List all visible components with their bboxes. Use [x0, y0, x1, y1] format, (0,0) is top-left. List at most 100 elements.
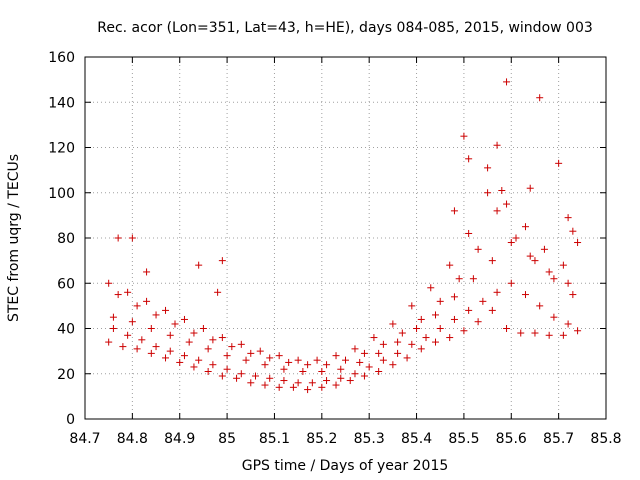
data-point	[147, 349, 155, 357]
data-point	[450, 293, 458, 301]
data-point	[474, 245, 482, 253]
data-point	[574, 327, 582, 335]
data-point	[569, 227, 577, 235]
data-point	[431, 338, 439, 346]
data-point	[460, 327, 468, 335]
data-point	[162, 354, 170, 362]
data-point	[360, 349, 368, 357]
data-point	[218, 372, 226, 380]
data-point	[465, 155, 473, 163]
x-tick-label: 84.8	[117, 431, 148, 447]
data-point	[308, 379, 316, 387]
data-point	[521, 223, 529, 231]
y-tick-label: 60	[57, 276, 75, 292]
points-layer	[105, 78, 582, 394]
data-point	[180, 352, 188, 360]
data-point	[209, 336, 217, 344]
data-point	[152, 311, 160, 319]
data-point	[180, 315, 188, 323]
y-tick-label: 40	[57, 322, 75, 338]
data-point	[280, 377, 288, 385]
data-point	[507, 279, 515, 287]
data-point	[417, 345, 425, 353]
data-point	[526, 184, 534, 192]
data-point	[379, 340, 387, 348]
y-tick-labels: 0 20 40 60 80 100 120 140 160	[48, 50, 75, 428]
data-point	[403, 354, 411, 362]
data-point	[512, 234, 520, 242]
data-point	[474, 318, 482, 326]
data-point	[408, 302, 416, 310]
data-point	[204, 345, 212, 353]
data-point	[133, 302, 141, 310]
data-point	[323, 361, 331, 369]
data-point	[289, 383, 297, 391]
data-point	[431, 311, 439, 319]
data-point	[109, 313, 117, 321]
data-point	[304, 386, 312, 394]
x-tick-label: 84.9	[164, 431, 195, 447]
data-point	[195, 261, 203, 269]
plot-frame	[84, 56, 607, 420]
x-tick-label: 84.7	[69, 431, 100, 447]
data-point	[450, 315, 458, 323]
data-point	[280, 365, 288, 373]
data-point	[564, 279, 572, 287]
data-point	[299, 367, 307, 375]
x-tick-label: 85.3	[354, 431, 385, 447]
y-tick-label: 140	[48, 95, 75, 111]
y-tick-label: 100	[48, 186, 75, 202]
x-tick-label: 85	[218, 431, 236, 447]
data-point	[313, 356, 321, 364]
y-tick-label: 20	[57, 367, 75, 383]
data-point	[550, 313, 558, 321]
data-point	[389, 320, 397, 328]
data-point	[337, 365, 345, 373]
data-point	[128, 234, 136, 242]
y-tick-label: 0	[66, 412, 75, 428]
data-point	[342, 356, 349, 364]
data-point	[427, 284, 435, 292]
x-tick-label: 85.8	[590, 431, 621, 447]
data-point	[503, 200, 511, 208]
data-point	[555, 159, 563, 167]
data-point	[190, 329, 198, 337]
data-point	[365, 363, 373, 371]
data-point	[564, 214, 572, 222]
data-point	[559, 261, 567, 269]
data-point	[351, 370, 359, 378]
data-point	[204, 367, 212, 375]
data-point	[465, 229, 473, 237]
data-point	[124, 288, 132, 296]
data-point	[564, 320, 572, 328]
data-point	[356, 358, 364, 366]
data-point	[531, 329, 539, 337]
data-point	[346, 377, 354, 385]
data-point	[223, 365, 231, 373]
grid-layer	[85, 57, 606, 419]
data-point	[493, 288, 501, 296]
data-point	[436, 297, 444, 305]
data-point	[574, 239, 582, 247]
data-point	[128, 318, 136, 326]
data-point	[503, 78, 511, 86]
data-point	[105, 279, 113, 287]
data-point	[143, 268, 151, 276]
data-point	[119, 343, 127, 351]
data-point	[318, 367, 326, 375]
data-point	[375, 349, 383, 357]
data-point	[507, 239, 515, 247]
data-point	[337, 374, 345, 382]
data-point	[446, 334, 454, 342]
data-point	[550, 275, 558, 283]
data-point	[375, 367, 383, 375]
data-point	[394, 349, 402, 357]
data-point	[266, 374, 274, 382]
y-axis-label: STEC from uqrg / TECUs	[6, 154, 22, 322]
data-point	[394, 338, 402, 346]
data-point	[413, 325, 421, 332]
data-point	[275, 383, 283, 391]
data-point	[133, 345, 141, 353]
